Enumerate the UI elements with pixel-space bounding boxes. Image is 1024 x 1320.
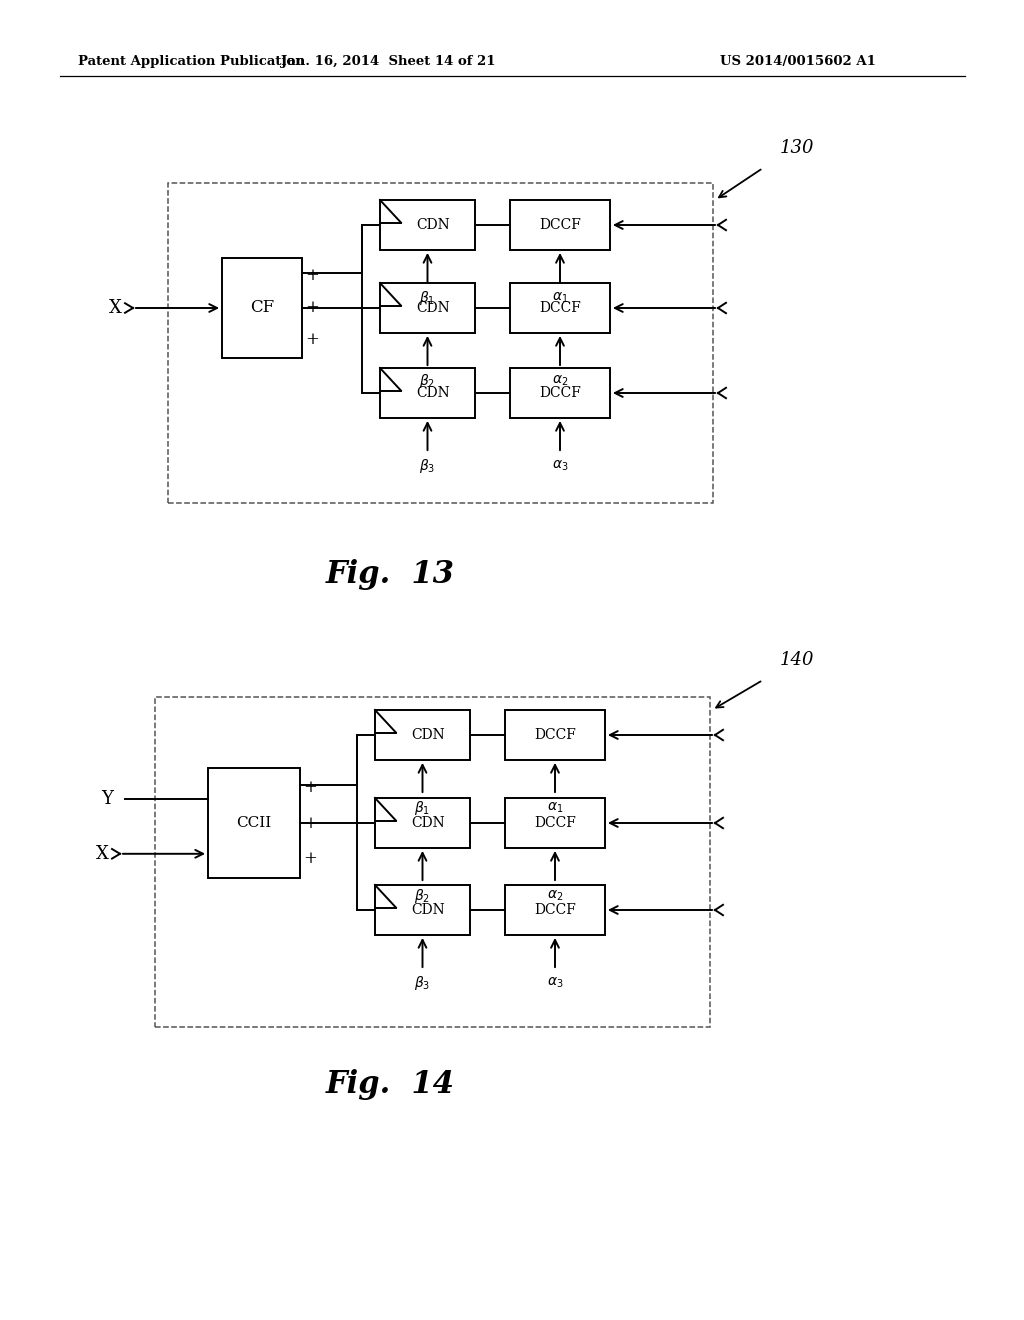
Text: 140: 140 (780, 651, 814, 669)
Bar (380, 201, 475, 249)
Text: DCCF: DCCF (535, 816, 575, 830)
Text: CF: CF (250, 300, 274, 317)
Bar (155, 697, 710, 1027)
Text: DCCF: DCCF (539, 385, 581, 400)
Text: US 2014/0015602 A1: US 2014/0015602 A1 (720, 55, 876, 69)
Text: $\beta_3$: $\beta_3$ (420, 457, 435, 475)
Bar (505, 710, 605, 760)
Bar (375, 884, 470, 935)
Text: CDN: CDN (412, 729, 445, 742)
Text: +: + (303, 814, 317, 832)
Text: Fig.  14: Fig. 14 (326, 1069, 455, 1101)
Text: X: X (95, 845, 109, 863)
Text: $\beta_1$: $\beta_1$ (415, 799, 430, 817)
Text: $\alpha_2$: $\alpha_2$ (552, 374, 568, 388)
Text: 130: 130 (780, 139, 814, 157)
Text: CDN: CDN (417, 218, 451, 232)
Text: $\alpha_3$: $\alpha_3$ (552, 459, 568, 473)
Text: +: + (305, 300, 318, 317)
Bar (510, 368, 610, 418)
Bar (208, 768, 300, 878)
Text: Patent Application Publication: Patent Application Publication (78, 55, 305, 69)
Bar (510, 201, 610, 249)
Text: $\alpha_1$: $\alpha_1$ (552, 290, 568, 305)
Bar (380, 282, 475, 333)
Text: DCCF: DCCF (535, 729, 575, 742)
Text: CDN: CDN (412, 903, 445, 917)
Bar (222, 257, 302, 358)
Text: X: X (109, 300, 122, 317)
Bar (375, 710, 470, 760)
Text: Fig.  13: Fig. 13 (326, 560, 455, 590)
Text: $\beta_2$: $\beta_2$ (415, 887, 430, 906)
Bar (168, 183, 713, 503)
Text: +: + (303, 850, 317, 867)
Text: Y: Y (101, 789, 113, 808)
Text: DCCF: DCCF (539, 218, 581, 232)
Text: CDN: CDN (417, 301, 451, 315)
Text: DCCF: DCCF (535, 903, 575, 917)
Text: $\alpha_1$: $\alpha_1$ (547, 801, 563, 816)
Text: $\beta_2$: $\beta_2$ (420, 372, 435, 389)
Text: Jan. 16, 2014  Sheet 14 of 21: Jan. 16, 2014 Sheet 14 of 21 (281, 55, 496, 69)
Text: $\alpha_3$: $\alpha_3$ (547, 975, 563, 990)
Text: $\beta_1$: $\beta_1$ (420, 289, 435, 308)
Bar (505, 799, 605, 847)
Text: +: + (305, 331, 318, 348)
Bar (375, 799, 470, 847)
Bar (380, 368, 475, 418)
Text: $\alpha_2$: $\alpha_2$ (547, 888, 563, 903)
Text: DCCF: DCCF (539, 301, 581, 315)
Text: +: + (303, 779, 317, 796)
Text: $\beta_3$: $\beta_3$ (415, 974, 431, 993)
Bar (510, 282, 610, 333)
Bar (505, 884, 605, 935)
Text: CDN: CDN (412, 816, 445, 830)
Text: CCII: CCII (237, 816, 271, 830)
Text: +: + (305, 268, 318, 285)
Text: CDN: CDN (417, 385, 451, 400)
